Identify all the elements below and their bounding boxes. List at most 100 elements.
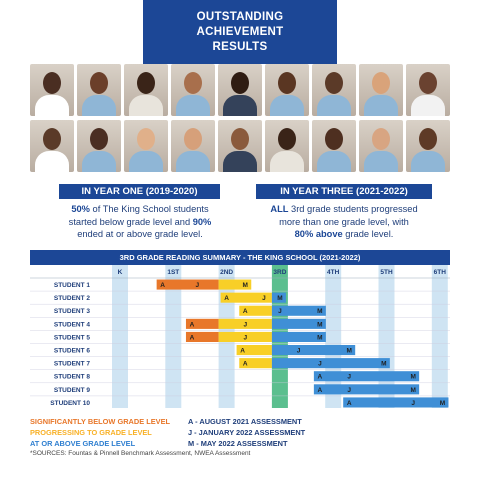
student-photo bbox=[171, 120, 215, 172]
legend-january: J - JANUARY 2022 ASSESSMENT bbox=[188, 428, 306, 437]
progressing-segment bbox=[239, 305, 272, 316]
year-three-heading: IN YEAR THREE (2021-2022) bbox=[256, 184, 432, 199]
grade-column-label: 4TH bbox=[327, 269, 340, 276]
photo-face bbox=[231, 72, 249, 94]
reading-summary-title: 3RD GRADE READING SUMMARY - THE KING SCH… bbox=[30, 250, 450, 265]
above-segment bbox=[271, 345, 356, 356]
reading-summary-chart: K 1ST 2ND 3RD 4TH 5TH 6TH STUDENT 1 A J M STUDENT 2… bbox=[30, 265, 450, 408]
above-segment bbox=[271, 305, 326, 316]
photo-shirt bbox=[129, 95, 163, 116]
grade-column-label: 2ND bbox=[220, 269, 233, 276]
student-photo bbox=[218, 120, 262, 172]
student-label: STUDENT 7 bbox=[54, 361, 91, 368]
legend-august: A - AUGUST 2021 ASSESSMENT bbox=[188, 417, 302, 426]
photo-face bbox=[325, 72, 343, 94]
below-segment bbox=[185, 318, 219, 329]
grade-column-band bbox=[431, 265, 448, 408]
assessment-marker-j: J bbox=[195, 282, 199, 289]
assessment-marker-m: M bbox=[410, 387, 415, 394]
grade-column-label: K bbox=[118, 269, 123, 276]
student-photo bbox=[359, 64, 403, 116]
assessment-marker-m: M bbox=[243, 282, 248, 289]
student-photo bbox=[406, 64, 450, 116]
above-segment bbox=[271, 292, 286, 303]
progressing-segment bbox=[220, 292, 272, 303]
sources-note: *SOURCES: Fountas & Pinnell Benchmark As… bbox=[30, 450, 251, 457]
photo-shirt bbox=[223, 95, 257, 116]
student-label: STUDENT 6 bbox=[54, 348, 91, 355]
assessment-marker-m: M bbox=[317, 308, 322, 315]
legend-above: AT OR ABOVE GRADE LEVEL bbox=[30, 439, 136, 448]
photo-shirt bbox=[364, 151, 398, 172]
student-photo bbox=[30, 64, 74, 116]
above-segment bbox=[271, 358, 390, 369]
below-segment bbox=[185, 331, 219, 342]
student-photo bbox=[359, 120, 403, 172]
student-photo bbox=[77, 64, 121, 116]
progressing-segment bbox=[239, 358, 272, 369]
assessment-marker-m: M bbox=[317, 321, 322, 328]
student-photo bbox=[265, 120, 309, 172]
assessment-marker-m: M bbox=[440, 400, 445, 407]
photo-shirt bbox=[411, 151, 445, 172]
assessment-marker-a: A bbox=[347, 400, 352, 407]
photo-face bbox=[90, 72, 108, 94]
legend-may: M - MAY 2022 ASSESSMENT bbox=[188, 439, 288, 448]
year-one-pct1: 50% bbox=[71, 204, 90, 214]
progressing-segment bbox=[236, 345, 272, 356]
assessment-marker-a: A bbox=[318, 387, 323, 394]
above-segment bbox=[271, 331, 326, 342]
grade-column-band bbox=[112, 265, 128, 408]
year-one-text2: started below grade level and bbox=[68, 216, 193, 227]
student-photo bbox=[124, 120, 168, 172]
assessment-marker-j: J bbox=[243, 321, 247, 328]
photo-face bbox=[372, 72, 390, 94]
student-photo bbox=[30, 120, 74, 172]
banner-line-3: RESULTS bbox=[212, 41, 268, 53]
photo-shirt bbox=[129, 151, 163, 172]
photo-face bbox=[419, 72, 437, 94]
year-one-text: 50% of The King School students started … bbox=[44, 203, 236, 241]
student-photo bbox=[77, 120, 121, 172]
photo-face bbox=[90, 128, 108, 150]
photo-face bbox=[372, 128, 390, 150]
year-one-pct2: 90% bbox=[192, 216, 212, 227]
photo-face bbox=[137, 72, 155, 94]
photo-row bbox=[30, 120, 451, 172]
above-segment bbox=[313, 384, 420, 395]
photo-shirt bbox=[35, 151, 69, 172]
assessment-marker-j: J bbox=[347, 387, 351, 394]
student-photo bbox=[406, 120, 450, 172]
progressing-segment bbox=[218, 318, 272, 329]
assessment-marker-m: M bbox=[277, 295, 282, 302]
grade-column-band bbox=[165, 265, 182, 408]
year-one-heading: IN YEAR ONE (2019-2020) bbox=[59, 184, 220, 199]
photo-face bbox=[419, 128, 437, 150]
student-label: STUDENT 4 bbox=[54, 321, 91, 328]
assessment-marker-a: A bbox=[243, 361, 248, 368]
photo-shirt bbox=[364, 95, 398, 116]
assessment-marker-a: A bbox=[190, 321, 195, 328]
above-segment bbox=[313, 371, 420, 382]
assessment-marker-a: A bbox=[190, 334, 195, 341]
assessment-marker-a: A bbox=[160, 282, 165, 289]
photo-shirt bbox=[411, 95, 445, 116]
photo-face bbox=[325, 128, 343, 150]
assessment-marker-m: M bbox=[410, 374, 415, 381]
photo-face bbox=[137, 128, 155, 150]
year-three-text2: more than one grade level, with bbox=[279, 216, 409, 227]
photo-shirt bbox=[82, 151, 116, 172]
student-label: STUDENT 9 bbox=[54, 387, 91, 394]
photo-face bbox=[43, 128, 61, 150]
student-photo bbox=[171, 64, 215, 116]
banner-line-2: ACHIEVEMENT bbox=[196, 26, 284, 38]
photo-face bbox=[231, 128, 249, 150]
results-banner: OUTSTANDING ACHIEVEMENT RESULTS bbox=[143, 0, 337, 64]
progressing-segment bbox=[218, 331, 272, 342]
assessment-marker-j: J bbox=[297, 348, 301, 355]
above-segment bbox=[271, 318, 326, 329]
assessment-marker-j: J bbox=[347, 374, 351, 381]
assessment-marker-a: A bbox=[240, 348, 245, 355]
student-photo-grid bbox=[30, 64, 451, 176]
year-three-pct: 80% above bbox=[294, 229, 343, 239]
